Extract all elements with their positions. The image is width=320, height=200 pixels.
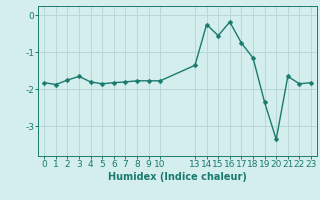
X-axis label: Humidex (Indice chaleur): Humidex (Indice chaleur) (108, 172, 247, 182)
